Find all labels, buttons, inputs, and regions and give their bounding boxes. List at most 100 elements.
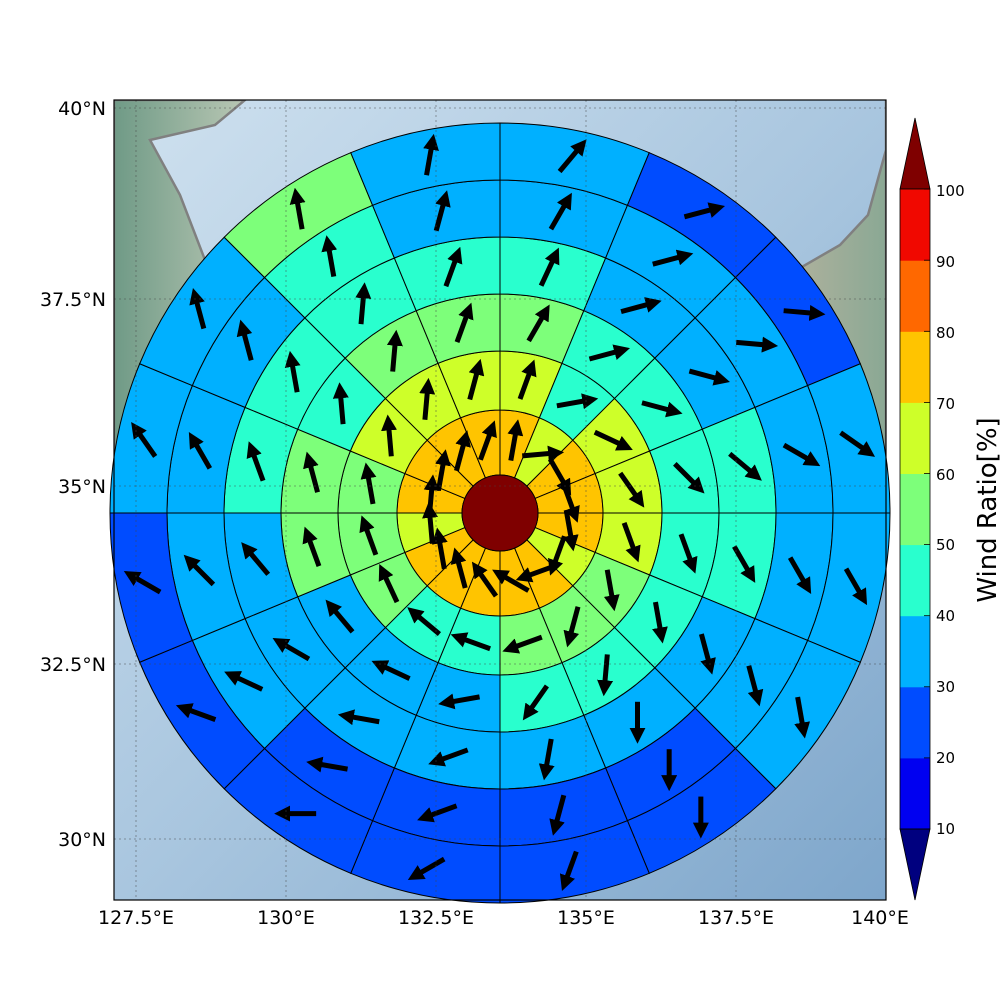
wind-arrow [381, 414, 398, 457]
wind-arrow [843, 567, 868, 606]
wind-arrows [123, 133, 876, 892]
wind-arrow [419, 377, 436, 420]
colorbar-tick: 30 [936, 678, 955, 696]
center-cell [461, 474, 539, 552]
wind-arrow [289, 187, 306, 230]
wind-arrow [236, 319, 254, 361]
y-tick-label: 40°N [58, 98, 106, 120]
colorbar-tick: 50 [936, 536, 955, 554]
wind-arrow [548, 192, 572, 231]
wind-arrow [443, 246, 463, 288]
map-frame [113, 99, 887, 901]
gridlines [114, 100, 886, 900]
wind-arrow [431, 527, 448, 570]
wind-arrow [423, 474, 440, 517]
colorbar-tick: 70 [936, 395, 955, 413]
colorbar-band [900, 189, 930, 261]
colorbar-band [900, 260, 930, 332]
colorbar-band [900, 473, 930, 546]
wind-arrow [641, 400, 683, 418]
y-axis-ticks: 40°N 37.5°N 35°N 32.5°N 30°N [40, 98, 106, 851]
wind-arrow [321, 235, 338, 277]
wind-arrow [325, 599, 355, 634]
colorbar-tick: 80 [936, 324, 955, 342]
wind-arrow [683, 202, 725, 220]
colorbar-tick: 60 [936, 466, 955, 484]
wind-arrow [359, 515, 379, 556]
wind-arrow [189, 288, 207, 330]
wind-arrow [538, 738, 555, 781]
y-tick-label: 35°N [58, 476, 106, 498]
wind-arrow [526, 304, 550, 343]
wind-arrow [787, 556, 812, 595]
wind-arrow [131, 421, 158, 458]
wind-arrow [507, 419, 524, 462]
wind-arrow [224, 671, 264, 692]
wind-arrow [492, 569, 530, 593]
colorbar-band [900, 544, 930, 617]
wind-arrow [337, 709, 380, 726]
colorbar: 10 20 30 40 50 60 70 80 90 100 Wind Rati… [899, 117, 1000, 901]
wind-arrow [732, 545, 756, 583]
wind-arrow [783, 304, 826, 321]
wind-arrow [548, 535, 567, 576]
wind-arrow [450, 547, 468, 589]
colorbar-band [900, 686, 930, 759]
wind-arrow [515, 563, 556, 583]
wind-arrow [246, 441, 266, 482]
wind-arrow [588, 344, 630, 362]
wind-arrow [556, 393, 599, 410]
colorbar-label: Wind Ratio[%] [973, 417, 1000, 602]
wind-arrow [423, 133, 439, 176]
wind-arrow [794, 696, 811, 739]
wind-arrow [557, 139, 587, 174]
wind-arrow [678, 533, 698, 574]
wind-arrow [471, 561, 499, 598]
wind-arrow [652, 601, 668, 644]
wind-ratio-sectors [109, 122, 891, 904]
wind-arrow [417, 803, 458, 823]
wind-arrow [378, 563, 400, 604]
y-tick-label: 30°N [58, 829, 106, 851]
x-axis-ticks: 127.5°E 130°E 132.5°E 135°E 137.5°E 140°… [98, 907, 909, 929]
wind-arrow [597, 654, 614, 697]
colorbar-tick: 10 [936, 820, 955, 838]
colorbar-tick: 100 [936, 182, 965, 200]
wind-arrow [559, 850, 579, 892]
wind-arrow [386, 329, 403, 372]
wind-arrow [355, 282, 372, 325]
wind-arrow [621, 522, 641, 563]
wind-arrow [188, 431, 213, 470]
colorbar-band [900, 331, 930, 403]
colorbar-tick: 40 [936, 607, 955, 625]
x-tick-label: 140°E [851, 907, 909, 929]
wind-arrow [593, 429, 633, 451]
wind-arrow [549, 794, 567, 836]
wind-arrow [438, 693, 481, 710]
wind-arrow [435, 449, 451, 492]
colorbar-band [900, 615, 930, 688]
colorbar-tick: 20 [936, 749, 955, 767]
wind-arrow [688, 368, 730, 386]
colorbar-band [900, 402, 930, 474]
colorbar-bands [899, 117, 931, 901]
wind-arrow [332, 382, 349, 425]
wind-arrow [175, 703, 217, 723]
wind-arrow [241, 542, 271, 576]
wind-arrow [450, 632, 491, 652]
wind-arrow [502, 634, 543, 654]
wind-arrow [284, 350, 301, 393]
wind-arrow [538, 247, 560, 287]
wind-arrow [728, 451, 762, 481]
colorbar-frame [899, 188, 931, 830]
x-tick-label: 135°E [557, 907, 615, 929]
wind-arrow [407, 856, 446, 881]
x-tick-label: 127.5°E [98, 907, 174, 929]
colorbar-tick-labels: 10 20 30 40 50 60 70 80 90 100 [936, 182, 965, 838]
wind-arrow [839, 430, 876, 457]
sector-cell [350, 122, 501, 207]
wind-arrow [478, 420, 497, 461]
wind-arrow [517, 359, 537, 400]
wind-arrow [652, 249, 694, 267]
